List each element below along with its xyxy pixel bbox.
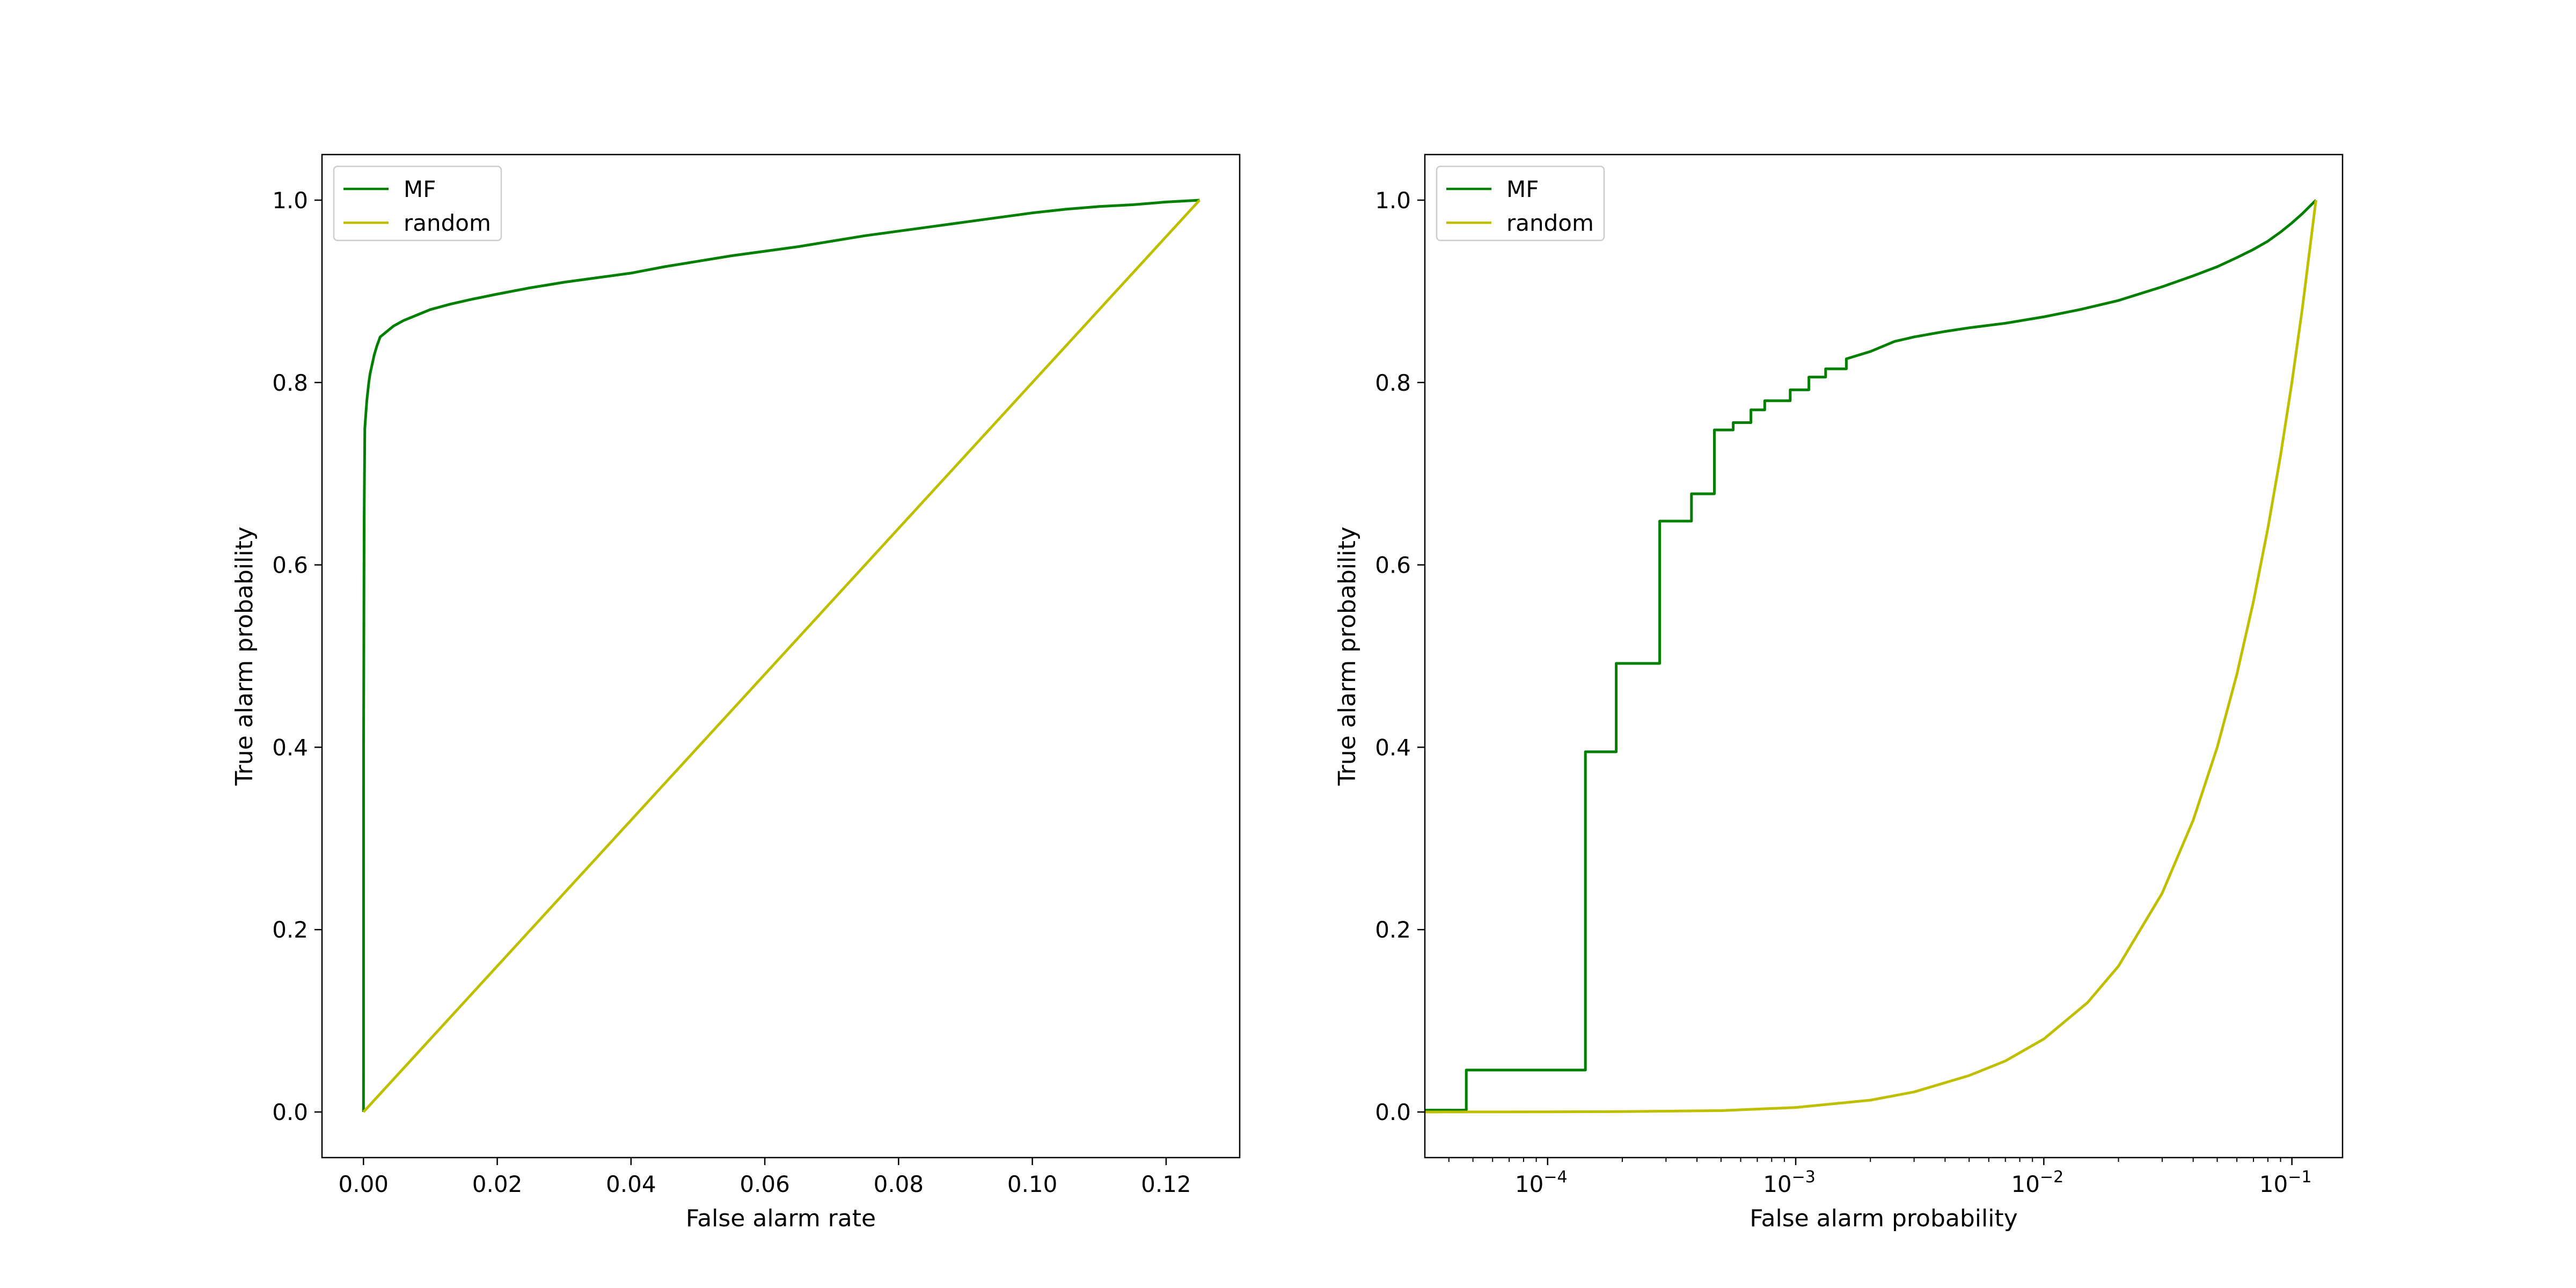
right-y-tick-label: 0.4	[1375, 734, 1411, 760]
right-series-mf-line	[1425, 199, 2317, 1112]
left-axes-frame	[321, 153, 1241, 1159]
right-y-tick-label: 0.2	[1375, 917, 1411, 943]
right-y-axis-label: True alarm probability	[1334, 526, 1361, 786]
right-x-ticks: 10−4 10−3 10−2 10−1	[1448, 1158, 2311, 1197]
left-y-tick-label: 0.6	[272, 552, 308, 579]
right-axes-frame	[1424, 153, 2344, 1159]
right-y-tick-label: 1.0	[1375, 187, 1411, 214]
left-x-tick-label: 0.06	[740, 1171, 790, 1197]
left-y-tick-label: 1.0	[272, 187, 308, 214]
left-x-tick-label: 0.00	[339, 1171, 389, 1197]
right-series-random-line	[1425, 200, 2317, 1114]
left-x-axis-label: False alarm rate	[686, 1205, 876, 1232]
left-x-tick-label: 0.02	[472, 1171, 523, 1197]
right-y-tick-label: 0.8	[1375, 370, 1411, 396]
left-legend-label-mf: MF	[404, 176, 436, 202]
right-chart: 10−4 10−3 10−2 10−1 0.0 0.2 0.4 0.6 0.8 1.0 Fals…	[1334, 153, 2344, 1232]
left-series-random-line	[362, 199, 1201, 1113]
left-y-axis-label: True alarm probability	[231, 526, 258, 786]
right-legend: MF random	[1436, 165, 1605, 241]
right-x-axis-label: False alarm probability	[1750, 1205, 2018, 1232]
left-y-tick-label: 0.0	[272, 1099, 308, 1125]
left-series-mf-line	[362, 199, 1200, 1113]
left-series-layer	[362, 199, 1201, 1113]
left-y-tick-label: 0.8	[272, 370, 308, 396]
right-legend-label-random: random	[1506, 210, 1594, 236]
left-y-tick-label: 0.2	[272, 917, 308, 943]
right-x-tick-label: 10−3	[1763, 1168, 1816, 1197]
left-y-tick-label: 0.4	[272, 734, 308, 760]
left-x-tick-label: 0.10	[1007, 1171, 1058, 1197]
right-series-layer	[1425, 199, 2317, 1114]
right-y-tick-label: 0.0	[1375, 1099, 1411, 1125]
left-x-tick-label: 0.08	[874, 1171, 924, 1197]
right-y-tick-label: 0.6	[1375, 552, 1411, 579]
right-y-ticks: 0.0 0.2 0.4 0.6 0.8 1.0	[1375, 187, 1425, 1125]
left-legend: MF random	[333, 165, 502, 241]
left-legend-label-random: random	[404, 210, 491, 236]
left-x-tick-label: 0.12	[1141, 1171, 1191, 1197]
left-x-ticks: 0.00 0.02 0.04 0.06 0.08 0.10 0.12	[339, 1158, 1191, 1197]
left-y-ticks: 0.0 0.2 0.4 0.6 0.8 1.0	[272, 187, 322, 1125]
left-x-tick-label: 0.04	[606, 1171, 656, 1197]
right-legend-label-mf: MF	[1506, 176, 1539, 202]
left-chart: 0.00 0.02 0.04 0.06 0.08 0.10 0.12 0.00.20.40.…	[231, 153, 1241, 1232]
